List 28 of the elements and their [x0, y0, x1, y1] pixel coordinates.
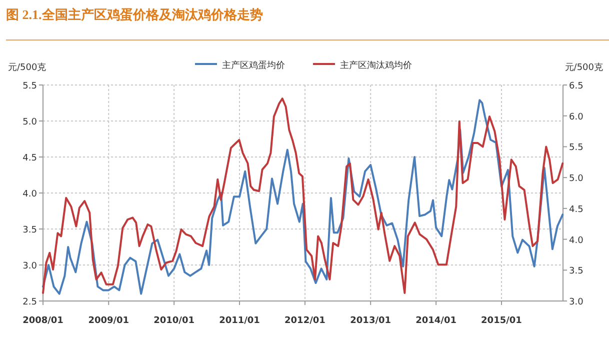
y2-tick-label: 3.5: [569, 266, 584, 277]
y-tick-label: 5.5: [22, 82, 37, 92]
x-tick-label: 2014/01: [416, 316, 456, 326]
x-tick-label: 2012/01: [284, 316, 326, 326]
legend-label: 主产区淘汰鸡均价: [340, 60, 412, 71]
y-tick-label: 5.0: [22, 118, 38, 128]
y-tick-label: 3.5: [22, 226, 37, 236]
y2-tick-label: 4.0: [569, 236, 584, 246]
y2-tick-label: 6.0: [569, 112, 584, 122]
y-tick-label: 4.0: [22, 190, 38, 200]
y2-tick-label: 5.5: [569, 143, 584, 154]
x-tick-label: 2010/01: [154, 316, 195, 326]
x-tick-label: 2009/01: [88, 316, 130, 326]
y-tick-label: 4.5: [22, 154, 37, 164]
y2-axis-title: 元/500克: [564, 62, 603, 73]
y-tick-label: 3.0: [22, 262, 38, 272]
legend-label: 主产区鸡蛋均价: [222, 60, 285, 71]
x-tick-label: 2015/01: [481, 316, 522, 326]
x-tick-label: 2011/01: [219, 316, 260, 326]
chart-title: 图 2.1.全国主产区鸡蛋价格及淘汰鸡价格走势: [6, 7, 263, 22]
y2-tick-label: 5.0: [569, 174, 584, 184]
y-tick-label: 2.5: [22, 298, 37, 308]
y-axis-title: 元/500克: [8, 62, 46, 73]
y2-tick-label: 4.5: [569, 204, 584, 215]
y2-tick-label: 3.0: [569, 298, 584, 308]
y2-tick-label: 6.5: [569, 82, 584, 92]
x-tick-label: 2008/01: [22, 316, 64, 326]
x-tick-label: 2013/01: [350, 316, 392, 326]
